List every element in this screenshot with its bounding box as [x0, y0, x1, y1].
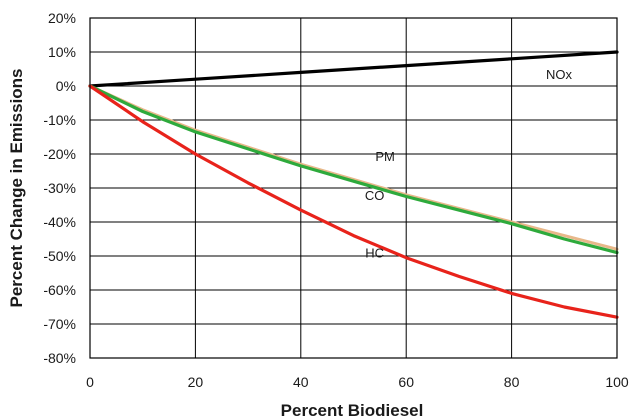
- series-line-co: [88, 84, 619, 255]
- y-tick-label: -20%: [43, 146, 76, 162]
- y-tick-label: -30%: [43, 180, 76, 196]
- y-tick-label: -80%: [43, 350, 76, 366]
- y-tick-label: 10%: [48, 44, 76, 60]
- x-tick-label: 20: [188, 374, 204, 390]
- series-label-nox: NOx: [546, 67, 573, 82]
- x-tick-label: 100: [605, 374, 629, 390]
- x-axis-title: Percent Biodiesel: [281, 401, 424, 420]
- series-line-pm: [88, 84, 619, 251]
- x-tick-label: 80: [504, 374, 520, 390]
- x-tick-label: 60: [398, 374, 414, 390]
- y-tick-label: -60%: [43, 282, 76, 298]
- x-tick-label: 0: [86, 374, 94, 390]
- x-axis-ticks: 0 20 40 60 80 100: [86, 374, 629, 390]
- series-line-nox: [88, 50, 619, 88]
- series-lines: [88, 50, 619, 319]
- y-tick-label: -50%: [43, 248, 76, 264]
- plot-frame: [89, 17, 618, 359]
- y-tick-label: 20%: [48, 10, 76, 26]
- y-axis-ticks: 20% 10% 0% -10% -20% -30% -40% -50% -60% -70% -80%: [43, 10, 76, 366]
- y-tick-label: -10%: [43, 112, 76, 128]
- series-line-hc: [88, 84, 619, 319]
- y-axis-title: Percent Change in Emissions: [7, 68, 26, 307]
- y-tick-label: -70%: [43, 316, 76, 332]
- series-label-hc: HC: [365, 246, 384, 261]
- series-label-pm: PM: [375, 149, 395, 164]
- series-label-co: CO: [365, 188, 385, 203]
- y-tick-label: 0%: [56, 78, 76, 94]
- y-tick-label: -40%: [43, 214, 76, 230]
- x-tick-label: 40: [293, 374, 309, 390]
- series-labels: NOx PM CO HC: [365, 67, 573, 261]
